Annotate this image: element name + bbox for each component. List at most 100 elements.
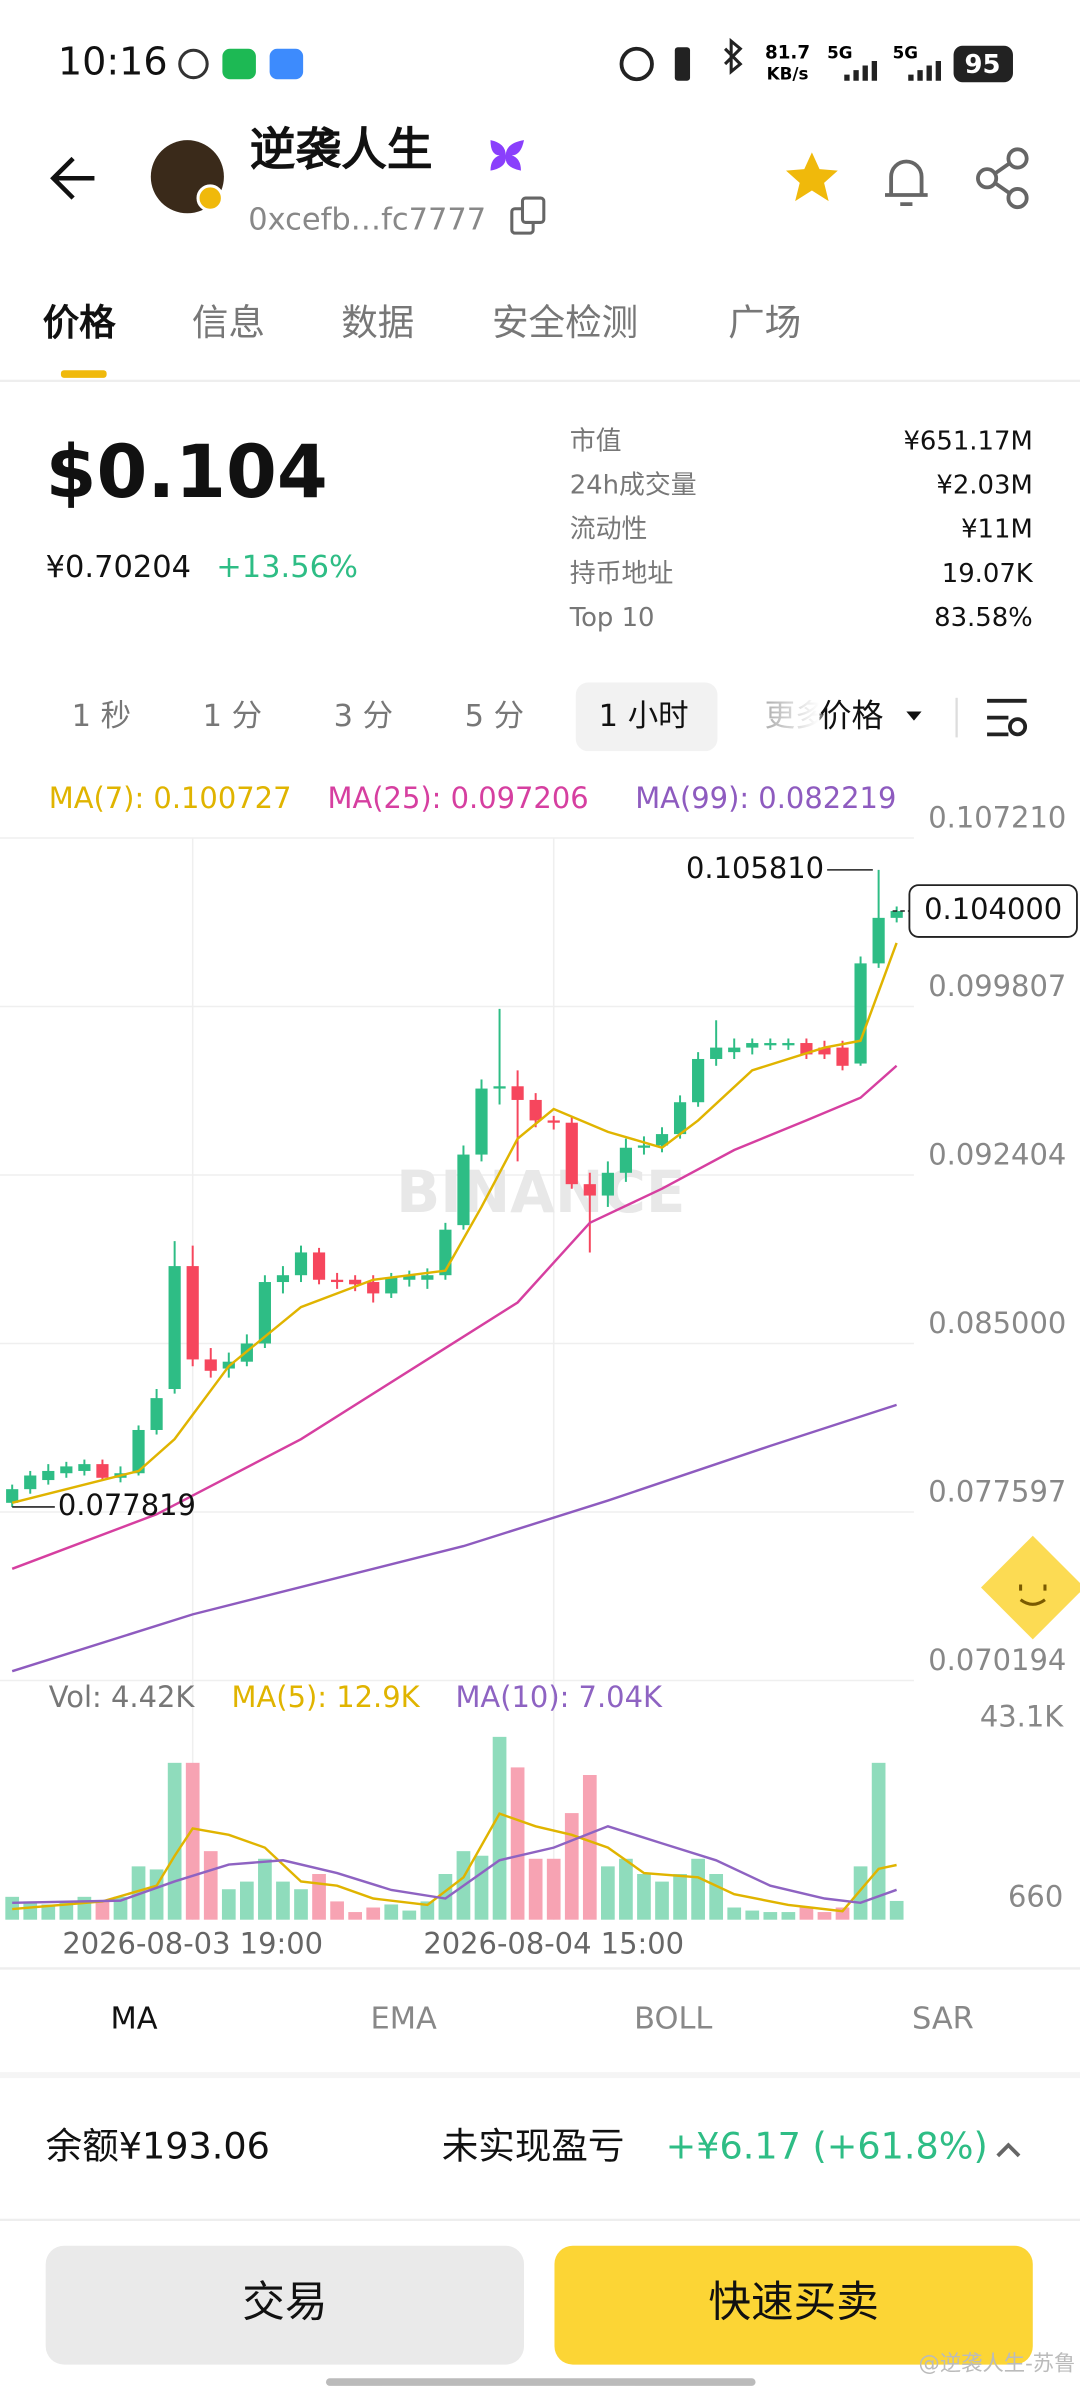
net-type: 5G: [893, 42, 918, 62]
volume-bar: [167, 1762, 182, 1920]
volume-bar: [474, 1855, 489, 1920]
stat-value: 19.07K: [942, 559, 1034, 589]
candle-body: [385, 1277, 398, 1294]
quick-trade-button[interactable]: [554, 2245, 1033, 2365]
stat-value: ¥651.17M: [903, 426, 1032, 456]
indicator-tab[interactable]: SAR: [912, 2002, 974, 2037]
candle-body: [583, 1184, 596, 1196]
volume-bar: [528, 1858, 543, 1920]
tab[interactable]: 数据: [341, 301, 414, 344]
interval[interactable]: 1 秒: [72, 699, 132, 734]
status-icon: [269, 48, 304, 80]
volume-bar: [564, 1813, 579, 1920]
pnl-label: 未实现盈亏: [442, 2125, 625, 2168]
trade-button[interactable]: [45, 2245, 525, 2365]
candle-body: [60, 1466, 73, 1474]
clock: 10:16: [58, 39, 168, 83]
volume-bar: [601, 1866, 615, 1920]
assistant-button[interactable]: [980, 1535, 1080, 1640]
home-indicator: [325, 2378, 756, 2386]
fade: [728, 682, 820, 752]
indicator-tab[interactable]: MA: [110, 2002, 157, 2037]
volume-bar: [384, 1904, 399, 1920]
share-button[interactable]: [976, 147, 1029, 210]
tab[interactable]: 安全检测: [492, 301, 638, 344]
stat-value: ¥11M: [961, 515, 1033, 545]
candle-body: [673, 1102, 687, 1135]
candle-body: [746, 1043, 759, 1048]
kline-chart: 0.070194 0.077597 0.085000 0.092404 0.099807…: [0, 781, 1078, 1961]
volume-bar: [745, 1910, 760, 1920]
candle-body: [800, 1043, 813, 1055]
y-tick-label: 0.107210: [928, 801, 1066, 835]
candle-body: [601, 1172, 614, 1196]
status-icon: [222, 48, 256, 80]
legend-item: MA(7): 0.100727: [49, 781, 292, 815]
candle-body: [204, 1359, 217, 1371]
interval[interactable]: 1 分: [203, 699, 263, 734]
candle-body: [890, 911, 903, 918]
back-button[interactable]: [50, 156, 95, 200]
candle-body: [150, 1398, 163, 1430]
stat-value: ¥2.03M: [936, 471, 1032, 501]
volume-bar: [817, 1912, 832, 1920]
token-address: 0xcefb…fc7777: [248, 202, 486, 237]
last-price-label: 0.104000: [924, 892, 1062, 926]
volume-bar: [582, 1775, 597, 1920]
candle-body: [421, 1275, 434, 1280]
volume-bar: [637, 1874, 651, 1920]
volume-bar: [366, 1907, 381, 1920]
interval[interactable]: 5 分: [465, 699, 525, 734]
high-label: 0.105810: [686, 851, 824, 885]
candle-body: [132, 1429, 145, 1474]
tab[interactable]: 价格: [43, 301, 117, 344]
expand-button[interactable]: [996, 2142, 1021, 2158]
battery-level: 95: [965, 50, 1001, 80]
copy-button[interactable]: [520, 196, 546, 224]
volume-bar: [438, 1874, 453, 1920]
candle-body: [331, 1279, 344, 1283]
candle-body: [619, 1147, 633, 1173]
volume-bar: [23, 1901, 38, 1920]
watermark: @逆袭人生-苏鲁: [919, 2352, 1076, 2377]
volume-bar: [691, 1858, 705, 1920]
price-select[interactable]: 价格: [820, 697, 884, 735]
chart-settings[interactable]: [1008, 717, 1028, 737]
chart-settings[interactable]: [987, 698, 1027, 737]
y-tick-label: 0.070194: [928, 1643, 1066, 1677]
stat-label: 持币地址: [570, 559, 674, 589]
stat-label: Top 10: [569, 603, 655, 633]
favorite-button[interactable]: [786, 152, 838, 202]
tab[interactable]: 信息: [192, 301, 265, 344]
y-tick-label: 0.092404: [928, 1138, 1066, 1172]
interval[interactable]: 3 分: [334, 699, 394, 734]
tab[interactable]: 广场: [728, 301, 801, 344]
net-unit: KB/s: [767, 64, 809, 84]
legend-item: MA(5): 12.9K: [232, 1680, 421, 1714]
candle-body: [511, 1086, 524, 1100]
ma-line: [11, 1403, 897, 1673]
signal-icon: [908, 60, 942, 81]
volume-bar: [655, 1881, 669, 1920]
candle-body: [872, 917, 885, 964]
indicator-tab[interactable]: EMA: [370, 2002, 437, 2037]
ma-line: [11, 1064, 898, 1570]
vibrate-icon: [674, 47, 691, 81]
candle-body: [403, 1275, 416, 1280]
candle-body: [186, 1266, 199, 1360]
alert-button[interactable]: [885, 159, 928, 207]
y-tick-label: 0.077597: [928, 1475, 1066, 1509]
assistant-face: [1019, 1584, 1047, 1606]
volume-bar: [185, 1762, 200, 1920]
volume-bar: [221, 1889, 236, 1920]
volume-bar: [871, 1762, 886, 1920]
candle-body: [818, 1047, 831, 1055]
indicator-tab[interactable]: BOLL: [634, 2002, 712, 2037]
last-price-box: [908, 884, 1078, 938]
volume-bar: [546, 1858, 561, 1920]
price-change: +13.56%: [216, 550, 358, 585]
volume-bar: [889, 1900, 904, 1920]
interval[interactable]: 1 小时: [599, 699, 689, 734]
volume-bar: [330, 1901, 344, 1920]
